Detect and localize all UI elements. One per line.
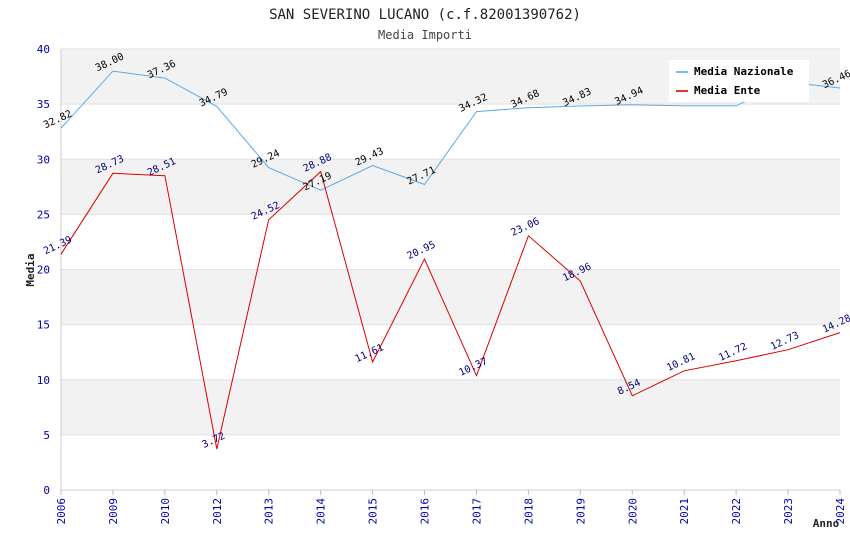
series-line-media-nazionale xyxy=(60,70,841,191)
x-tick-label: 2012 xyxy=(211,498,224,525)
x-tick-label: 2006 xyxy=(55,498,68,525)
x-tick-label: 2013 xyxy=(263,498,276,525)
legend: Media Nazionale Media Ente xyxy=(669,60,809,102)
x-tick-label: 2016 xyxy=(419,498,432,525)
y-tick-label: 15 xyxy=(37,319,50,332)
axes xyxy=(60,49,840,491)
y-tick-label: 30 xyxy=(37,153,50,166)
x-tick-label: 2020 xyxy=(626,498,639,525)
x-axis-label: Anno xyxy=(813,517,840,530)
x-tick-label: 2014 xyxy=(315,498,328,525)
y-tick-label: 20 xyxy=(37,264,50,277)
x-tick-label: 2018 xyxy=(522,498,535,525)
plot-background xyxy=(61,49,840,490)
x-tick-label: 2019 xyxy=(574,498,587,525)
plot-band xyxy=(61,379,840,435)
plot-band xyxy=(61,214,840,270)
series-group xyxy=(60,70,841,450)
y-tick-label: 5 xyxy=(43,429,50,442)
y-tick-label: 10 xyxy=(37,374,50,387)
chart-title: SAN SEVERINO LUCANO (c.f.82001390762) xyxy=(269,7,581,23)
y-tick-label: 0 xyxy=(43,484,50,497)
y-tick-label: 40 xyxy=(37,43,50,56)
y-tick-label: 25 xyxy=(37,208,50,221)
plot-band xyxy=(61,159,840,215)
x-tick-label: 2010 xyxy=(159,498,172,525)
legend-box xyxy=(669,60,809,102)
x-tick-label: 2015 xyxy=(367,498,380,525)
x-axis-ticks: 2006 2009 2010 2012 2013 2014 2015 2016 2017 2018… xyxy=(55,490,847,525)
plot-band xyxy=(61,434,840,490)
legend-label-media-ente: Media Ente xyxy=(694,84,761,97)
y-tick-label: 35 xyxy=(37,98,50,111)
x-tick-label: 2023 xyxy=(782,498,795,525)
chart-subtitle: Media Importi xyxy=(378,28,472,42)
y-axis-ticks: 0 5 10 15 20 25 30 35 40 xyxy=(37,43,50,497)
series-line-media-ente xyxy=(60,170,841,450)
legend-label-media-nazionale: Media Nazionale xyxy=(694,65,794,78)
plot-band xyxy=(61,269,840,325)
x-tick-label: 2009 xyxy=(107,498,120,525)
y-axis-label: Media xyxy=(24,253,37,286)
plot-band xyxy=(61,104,840,160)
plot-band xyxy=(61,324,840,380)
x-tick-label: 2022 xyxy=(730,498,743,525)
x-tick-label: 2024 xyxy=(834,498,847,525)
x-tick-label: 2017 xyxy=(470,498,483,525)
x-tick-label: 2021 xyxy=(678,498,691,525)
